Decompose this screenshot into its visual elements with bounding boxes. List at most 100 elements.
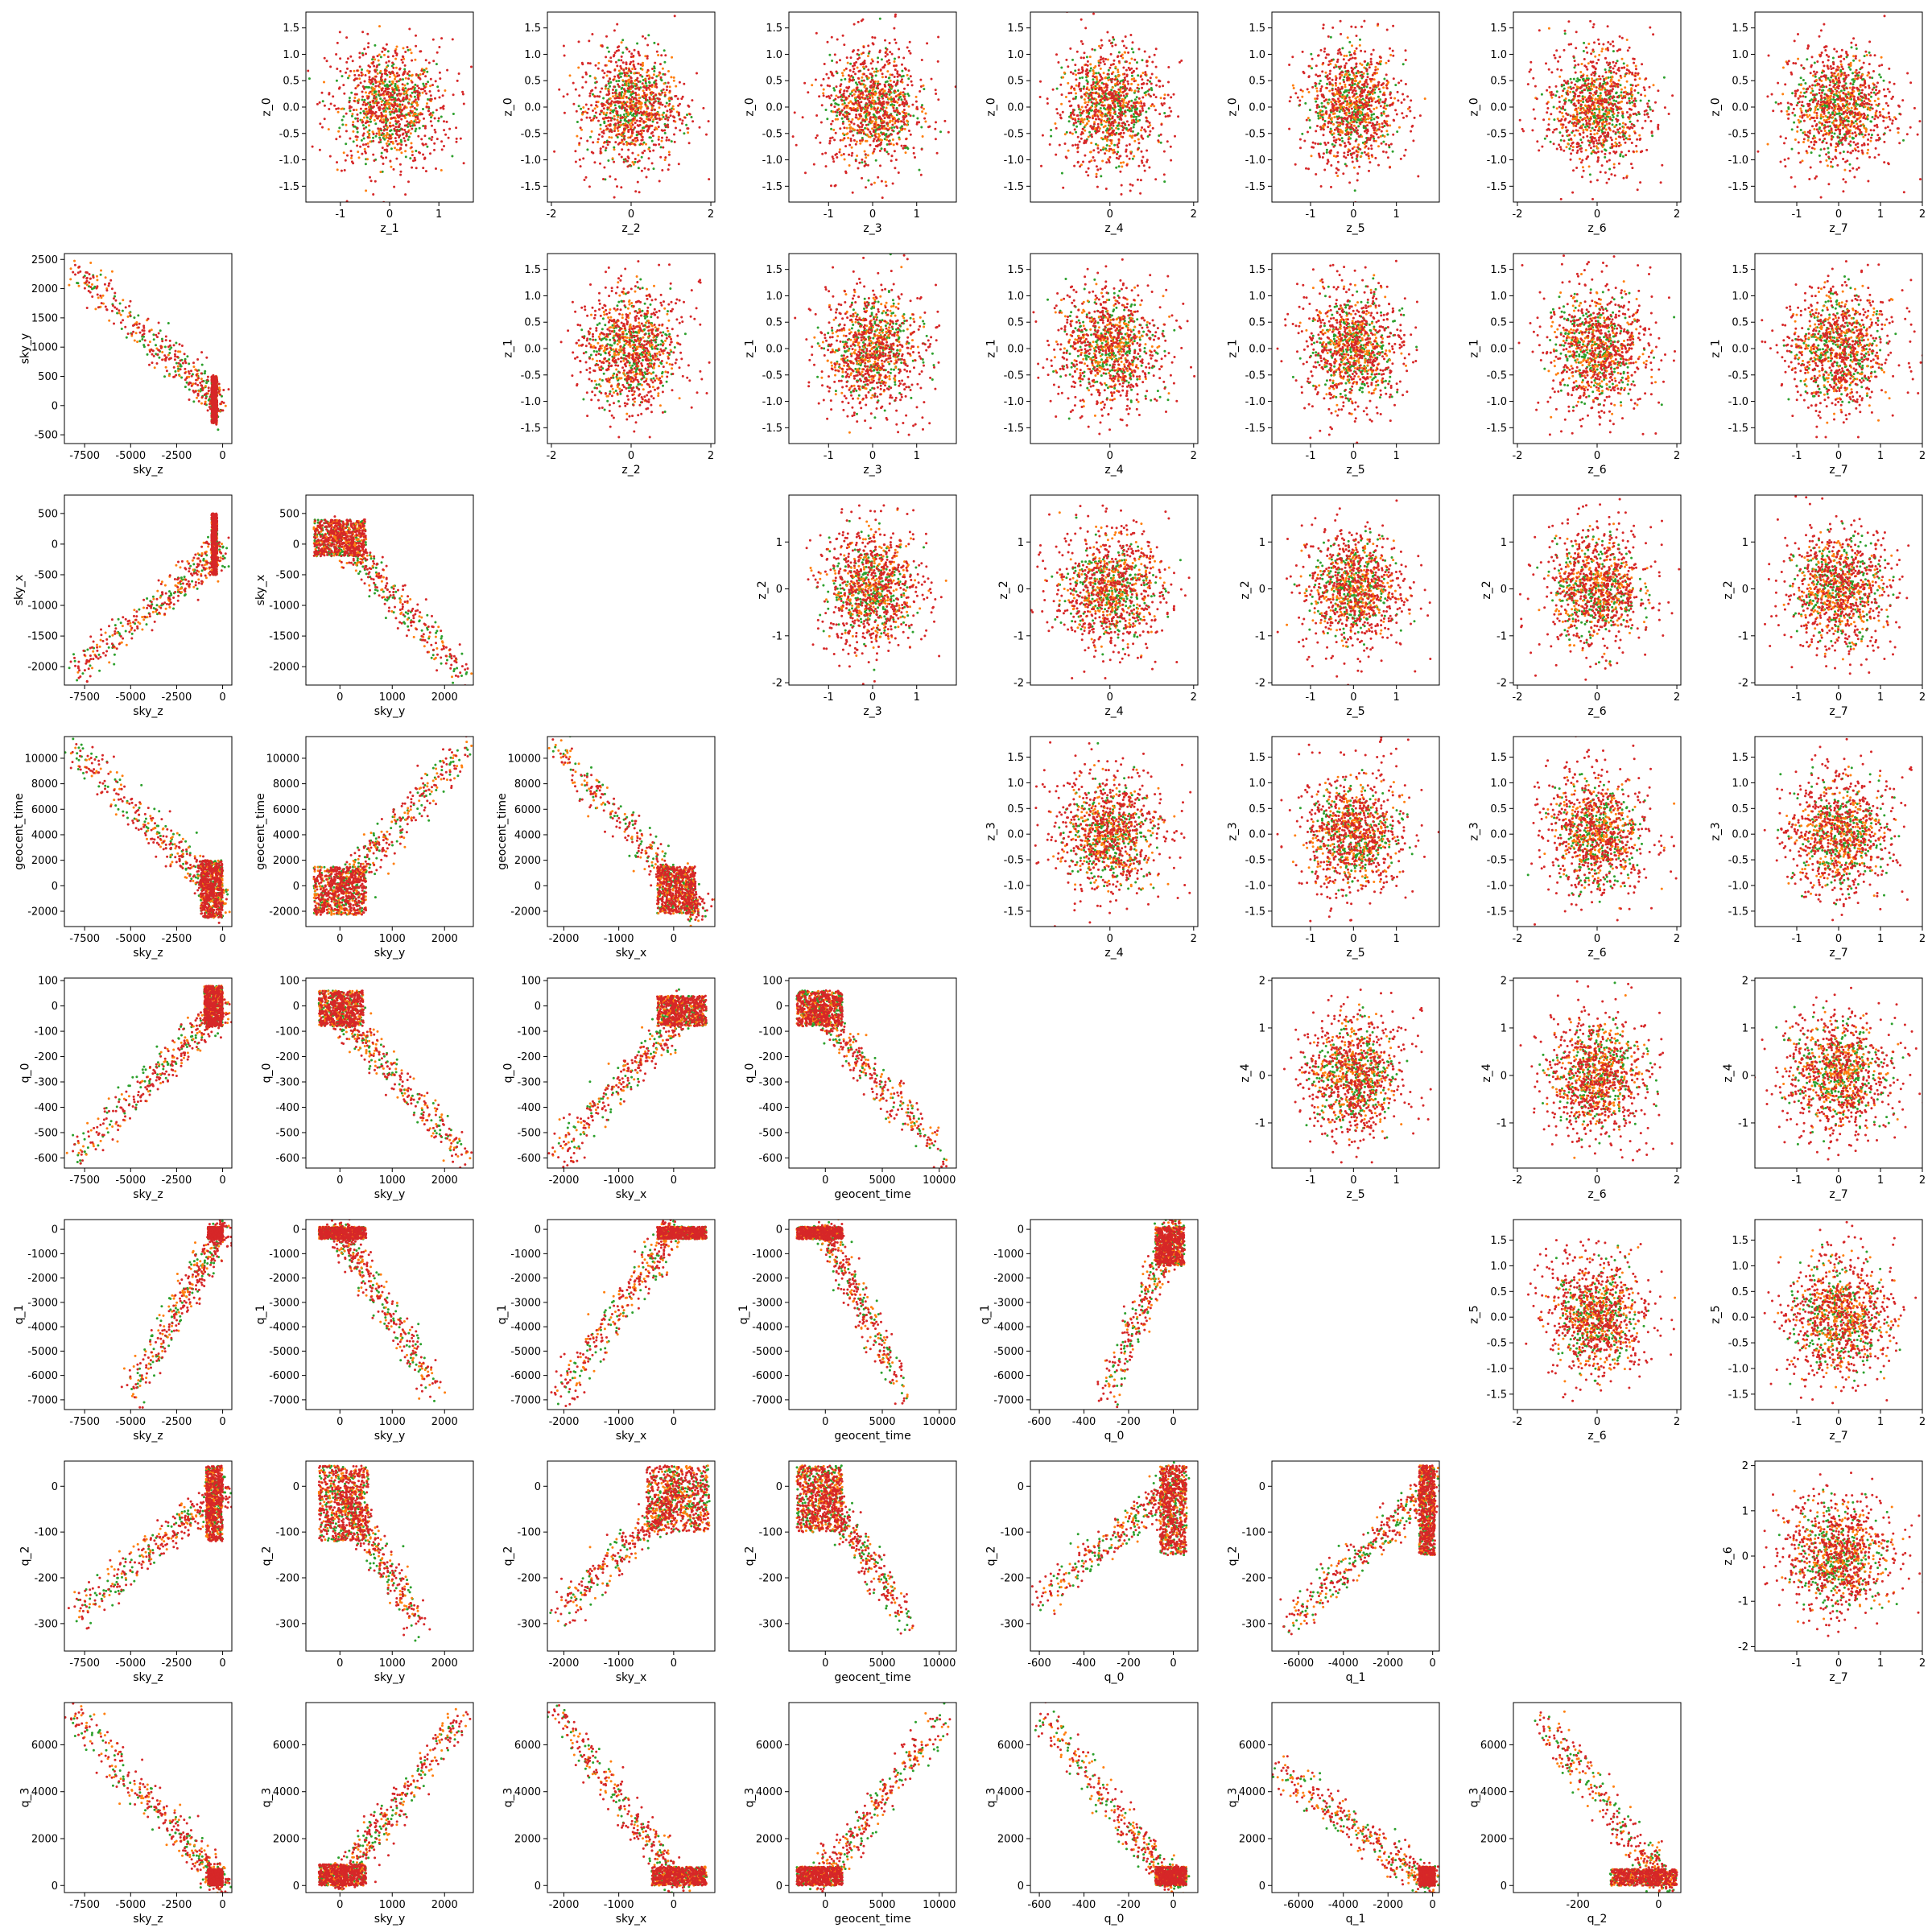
scatter-point	[893, 126, 895, 129]
scatter-point	[897, 89, 899, 92]
scatter-point	[395, 133, 398, 135]
scatter-point	[609, 112, 612, 114]
scatter-point	[1075, 96, 1077, 98]
scatter-point	[1158, 85, 1161, 88]
scatter-point	[617, 126, 620, 128]
scatter-point	[622, 143, 625, 146]
scatter-point	[936, 152, 939, 155]
scatter-point	[658, 180, 661, 183]
scatter-point	[626, 160, 629, 163]
scatter-point	[910, 52, 912, 55]
scatter-point	[1378, 123, 1381, 126]
scatter-point	[343, 151, 345, 154]
scatter-point	[335, 53, 337, 56]
scatter-point	[647, 34, 650, 36]
scatter-point	[385, 116, 387, 118]
scatter-point	[1173, 93, 1175, 96]
scatter-point	[884, 150, 886, 152]
scatter-point	[1333, 116, 1335, 118]
scatter-point	[431, 114, 433, 117]
scatter-point	[596, 80, 598, 83]
scatter-point	[1113, 119, 1116, 122]
scatter-point	[902, 91, 905, 93]
scatter-point	[911, 104, 914, 106]
scatter-point	[919, 79, 922, 81]
scatter-point	[850, 122, 852, 124]
scatter-point	[1119, 133, 1121, 135]
scatter-point	[1146, 120, 1149, 122]
scatter-point	[866, 134, 869, 136]
scatter-point	[849, 100, 852, 102]
scatter-point	[646, 75, 648, 77]
scatter-point	[361, 96, 364, 98]
scatter-point	[596, 117, 598, 119]
scatter-point	[646, 44, 649, 47]
scatter-point	[350, 155, 353, 157]
scatter-point	[383, 54, 386, 56]
scatter-point	[1074, 64, 1076, 66]
scatter-point	[1141, 97, 1144, 99]
scatter-point	[667, 70, 670, 72]
scatter-point	[891, 129, 894, 131]
scatter-point	[411, 125, 414, 127]
scatter-point	[1064, 133, 1067, 135]
scatter-point	[369, 176, 371, 179]
scatter-point	[654, 93, 657, 96]
scatter-point	[359, 146, 361, 148]
scatter-point	[840, 139, 842, 142]
scatter-point	[396, 80, 398, 83]
y-tick-label: 1.0	[283, 49, 299, 61]
scatter-point	[1091, 97, 1093, 99]
scatter-point	[1153, 105, 1155, 107]
scatter-point	[364, 80, 366, 83]
scatter-point	[910, 80, 913, 83]
scatter-point	[1360, 155, 1362, 158]
scatter-point	[440, 169, 443, 171]
scatter-point	[609, 105, 612, 107]
scatter-point	[664, 159, 667, 161]
scatter-point	[339, 70, 341, 72]
scatter-point	[452, 113, 455, 115]
scatter-point	[577, 67, 580, 69]
scatter-point	[1090, 142, 1092, 144]
scatter-point	[1071, 86, 1073, 89]
scatter-point	[861, 159, 863, 161]
scatter-point	[369, 70, 371, 72]
scatter-point	[861, 161, 863, 163]
scatter-point	[875, 136, 877, 138]
scatter-point	[617, 83, 619, 85]
scatter-point	[1075, 126, 1078, 128]
scatter-point	[860, 109, 862, 112]
scatter-point	[394, 92, 396, 94]
scatter-point	[1121, 129, 1124, 131]
scatter-point	[602, 178, 605, 180]
scatter-point	[589, 75, 592, 77]
scatter-point	[836, 153, 838, 155]
scatter-point	[620, 68, 622, 70]
scatter-point	[1124, 85, 1126, 88]
scatter-point	[634, 113, 637, 115]
scatter-point	[861, 93, 864, 95]
scatter-point	[1127, 103, 1129, 105]
scatter-point	[1340, 129, 1342, 131]
scatter-point	[857, 49, 860, 52]
scatter-point	[925, 113, 927, 115]
scatter-point	[1111, 134, 1113, 136]
scatter-point	[404, 64, 407, 67]
scatter-point	[838, 151, 840, 154]
scatter-point	[878, 51, 881, 53]
scatter-point	[339, 135, 341, 138]
scatter-point	[664, 105, 667, 108]
scatter-point	[428, 62, 431, 64]
scatter-point	[667, 81, 670, 84]
scatter-point	[1140, 179, 1142, 181]
scatter-point	[1315, 64, 1318, 67]
scatter-point	[329, 65, 332, 68]
scatter-point	[1150, 95, 1152, 97]
scatter-point	[1056, 112, 1059, 114]
scatter-point	[621, 105, 624, 107]
scatter-point	[436, 52, 439, 54]
scatter-point	[408, 122, 411, 124]
scatter-point	[336, 80, 338, 82]
scatter-point	[865, 65, 867, 68]
